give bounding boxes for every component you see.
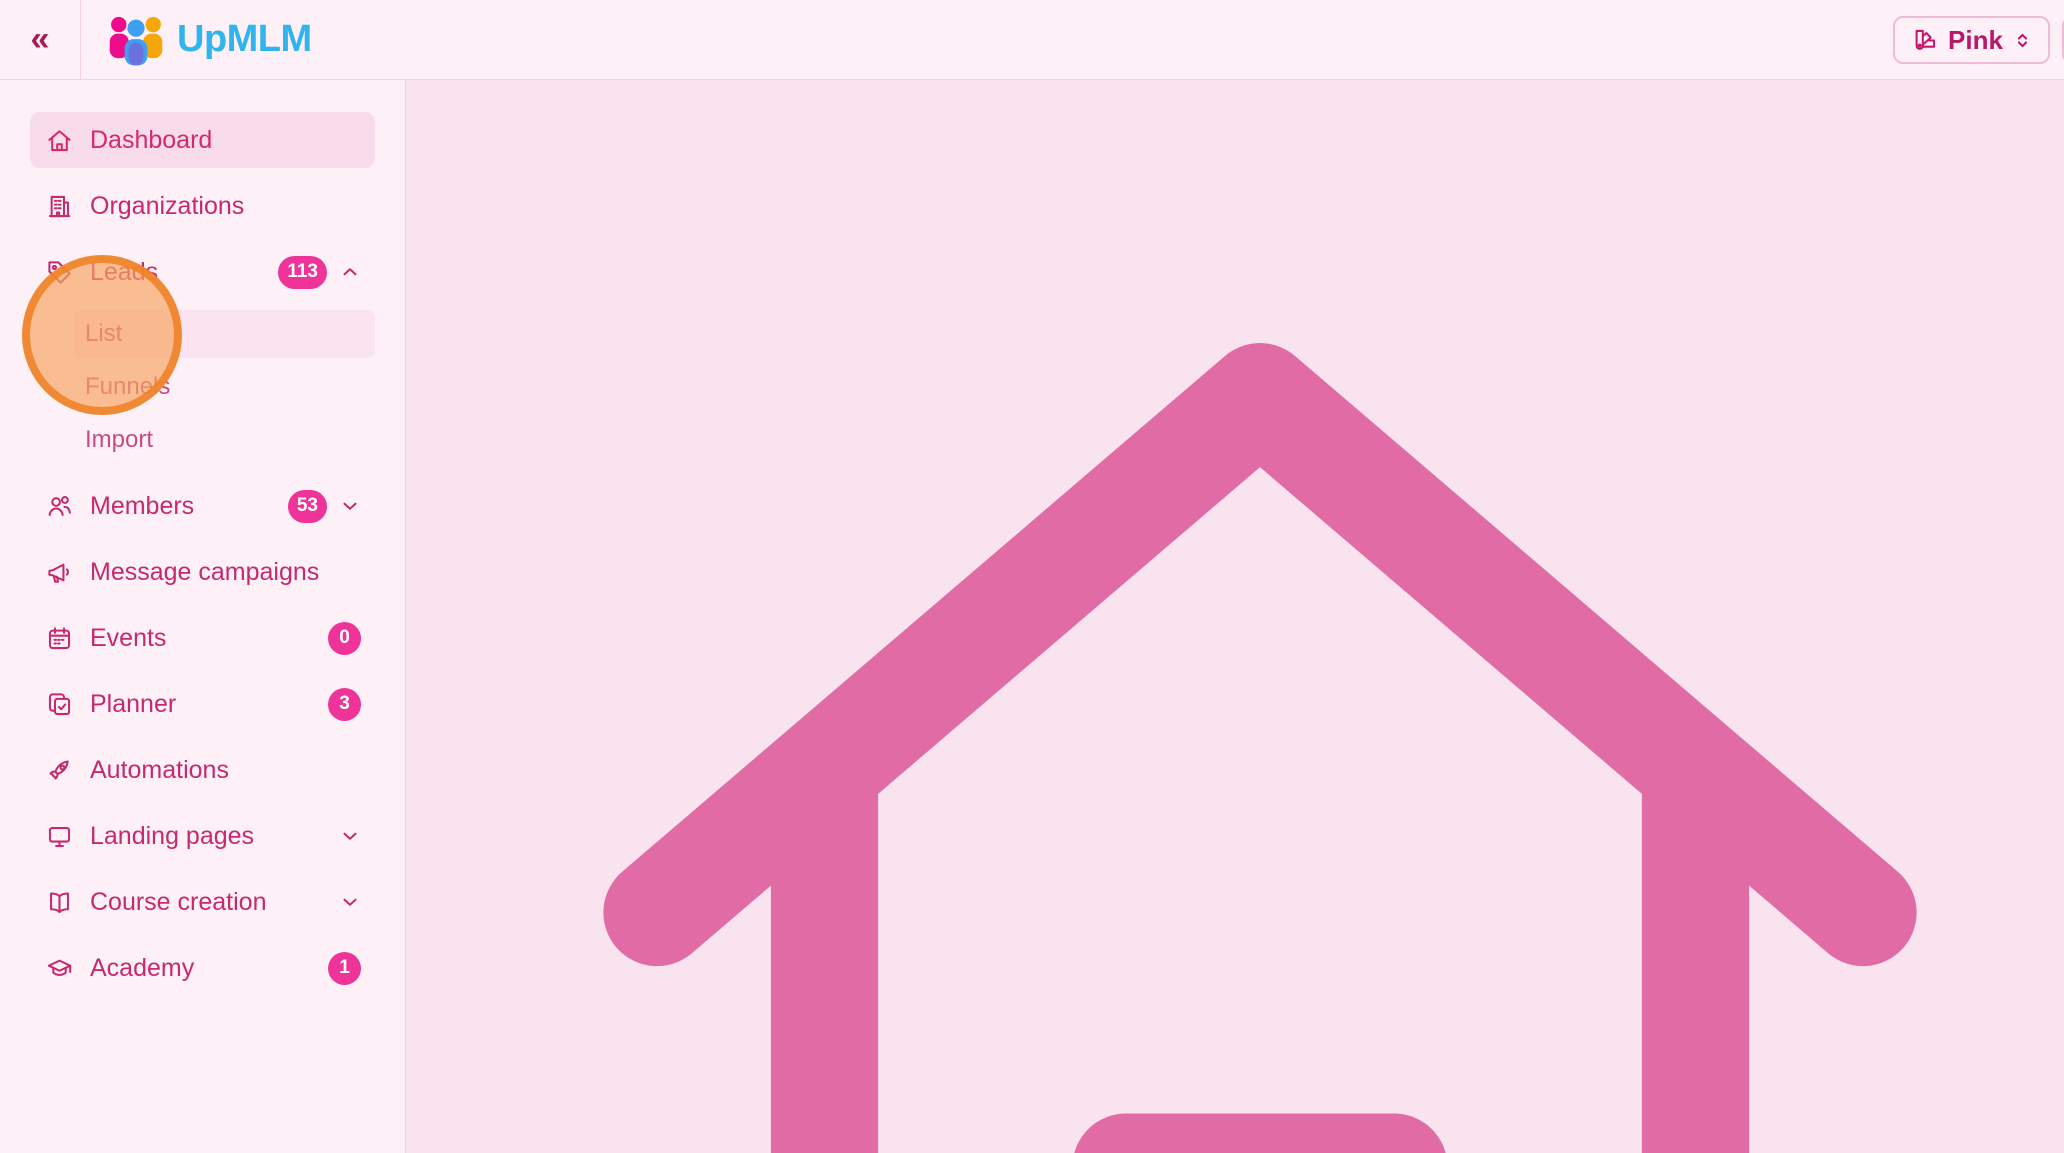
leads-count-badge: 113 xyxy=(278,255,327,289)
sidebar-subitem-label: List xyxy=(85,320,123,347)
sidebar-item-label: Message campaigns xyxy=(90,557,320,586)
sidebar-item-planner[interactable]: Planner 3 xyxy=(30,676,375,732)
sidebar-item-label: Academy xyxy=(90,953,195,982)
sidebar-item-label: Dashboard xyxy=(90,125,213,154)
chevron-down-icon[interactable] xyxy=(339,495,361,517)
events-count-badge: 0 xyxy=(328,621,361,655)
chevron-updown-icon xyxy=(2013,31,2032,50)
collapse-icon: « xyxy=(30,20,50,58)
sidebar-item-landing-pages[interactable]: Landing pages xyxy=(30,808,375,864)
main-content: Dashboard Network Import members xyxy=(406,80,2064,1153)
sidebar-subitem-label: Funnels xyxy=(85,373,171,400)
app-logo: UpMLM xyxy=(107,14,312,66)
sidebar-item-members[interactable]: Members 53 xyxy=(30,478,375,534)
chevron-down-icon[interactable] xyxy=(339,891,361,913)
sidebar: Dashboard Organizations Leads 113 List xyxy=(0,80,406,1153)
open-book-icon xyxy=(46,889,73,916)
sidebar-item-course-creation[interactable]: Course creation xyxy=(30,874,375,930)
planner-count-badge: 3 xyxy=(328,687,361,721)
graduation-cap-icon xyxy=(46,955,73,982)
leads-subnav: List Funnels Import xyxy=(73,310,375,464)
logo-people-icon xyxy=(107,14,165,66)
calendar-icon xyxy=(46,625,73,652)
sidebar-item-leads[interactable]: Leads 113 xyxy=(30,244,375,300)
sidebar-item-label: Planner xyxy=(90,689,177,718)
planner-check-icon xyxy=(46,691,73,718)
users-icon xyxy=(46,493,73,520)
sidebar-subitem-import[interactable]: Import xyxy=(73,416,375,464)
academy-count-badge: 1 xyxy=(328,951,361,985)
top-header: « UpMLM Pi xyxy=(0,0,2064,80)
sidebar-item-label: Landing pages xyxy=(90,821,255,850)
home-icon xyxy=(46,127,73,154)
sidebar-subitem-list[interactable]: List xyxy=(73,310,375,358)
monitor-icon xyxy=(46,823,73,850)
sidebar-item-automations[interactable]: Automations xyxy=(30,742,375,798)
sidebar-item-organizations[interactable]: Organizations xyxy=(30,178,375,234)
chevron-down-icon[interactable] xyxy=(339,825,361,847)
members-count-badge: 53 xyxy=(287,489,327,523)
sidebar-subitem-funnels[interactable]: Funnels xyxy=(73,363,375,411)
sidebar-item-events[interactable]: Events 0 xyxy=(30,610,375,666)
sidebar-item-label: Course creation xyxy=(90,887,267,916)
sidebar-item-label: Members xyxy=(90,491,195,520)
sidebar-collapse-button[interactable]: « xyxy=(0,0,81,80)
sidebar-item-label: Leads xyxy=(90,257,159,286)
logo-text: UpMLM xyxy=(177,18,312,60)
theme-selector-label: Pink xyxy=(1948,24,2003,55)
sidebar-item-label: Organizations xyxy=(90,191,245,220)
theme-selector-button[interactable]: Pink xyxy=(1893,16,2050,64)
tag-icon xyxy=(46,259,73,286)
sidebar-item-academy[interactable]: Academy 1 xyxy=(30,940,375,996)
megaphone-icon xyxy=(46,559,73,586)
chevron-up-icon[interactable] xyxy=(339,261,361,283)
breadcrumb-home-icon[interactable] xyxy=(456,142,2064,1153)
sidebar-item-dashboard[interactable]: Dashboard xyxy=(30,112,375,168)
swatchbook-icon xyxy=(1911,27,1938,54)
sidebar-item-label: Events xyxy=(90,623,167,652)
sidebar-subitem-label: Import xyxy=(85,426,154,453)
sidebar-item-message-campaigns[interactable]: Message campaigns xyxy=(30,544,375,600)
rocket-icon xyxy=(46,757,73,784)
sidebar-item-label: Automations xyxy=(90,755,229,784)
building-icon xyxy=(46,193,73,220)
